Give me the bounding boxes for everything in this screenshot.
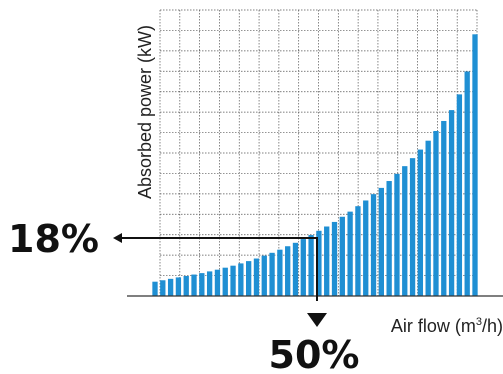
- bar: [355, 206, 361, 296]
- flow-reduction-label: 50%: [269, 333, 360, 374]
- bar: [370, 194, 377, 296]
- bar: [191, 274, 197, 296]
- bar: [152, 281, 158, 296]
- bar: [339, 216, 345, 296]
- bar: [253, 258, 260, 296]
- bar: [441, 120, 447, 296]
- bar: [378, 187, 384, 296]
- bar: [230, 265, 236, 296]
- bar: [160, 280, 166, 296]
- bar: [199, 273, 205, 296]
- bar: [261, 255, 267, 296]
- power-arrow-line: [120, 237, 318, 301]
- bar: [464, 71, 470, 297]
- bar: [277, 249, 283, 296]
- bar: [386, 181, 392, 296]
- bar: [425, 140, 431, 296]
- power-reduction-label: 18%: [8, 217, 99, 261]
- bar: [363, 200, 369, 296]
- flow-arrow-head: [307, 313, 327, 327]
- bar: [238, 263, 244, 296]
- reduction-arrows: [113, 233, 327, 327]
- bar: [285, 246, 291, 296]
- bar: [167, 278, 174, 296]
- bar: [448, 110, 455, 296]
- x-axis-label: Air flow (m3/h): [391, 316, 503, 336]
- bar: [269, 252, 275, 296]
- bar: [456, 94, 463, 297]
- bar: [292, 242, 299, 296]
- bar: [214, 269, 221, 296]
- bar: [394, 173, 400, 296]
- bar: [433, 130, 439, 296]
- bar: [347, 211, 353, 296]
- bar: [300, 239, 306, 296]
- bar: [417, 149, 424, 296]
- bar: [324, 226, 330, 296]
- bar: [206, 271, 213, 296]
- bar: [246, 261, 252, 296]
- bar: [183, 275, 189, 296]
- bar: [409, 158, 416, 296]
- bar: [222, 267, 228, 296]
- bar: [472, 34, 478, 297]
- bar: [316, 230, 322, 296]
- bar: [308, 235, 314, 296]
- bar: [402, 166, 408, 296]
- power-arrow-head: [113, 233, 122, 243]
- chart-bars: [152, 34, 478, 297]
- bar: [175, 277, 182, 296]
- bar: [331, 221, 338, 296]
- y-axis-label: Absorbed power (kW): [135, 25, 155, 199]
